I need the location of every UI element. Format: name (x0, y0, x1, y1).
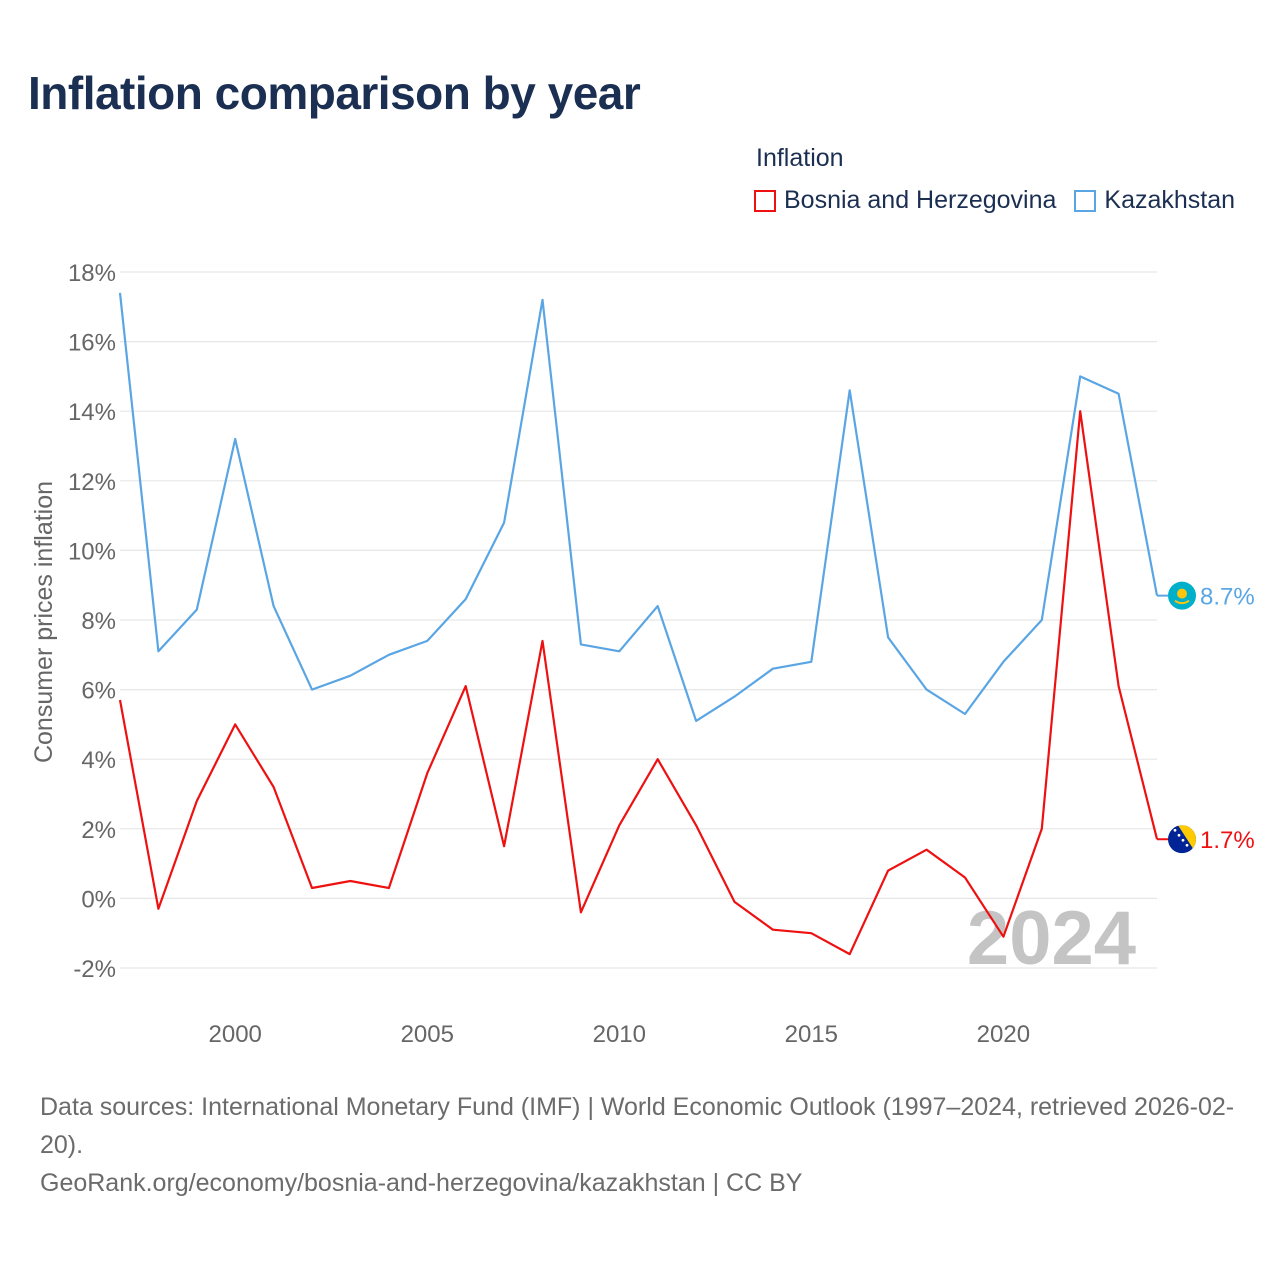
y-tick-label: 10% (68, 538, 116, 565)
y-tick-label: 2% (81, 817, 116, 844)
series-line-kazakhstan[interactable] (118, 292, 1159, 723)
flag-icon-kazakhstan (1168, 581, 1196, 610)
legend-title: Inflation (756, 144, 844, 172)
y-tick-label: 4% (81, 747, 116, 774)
y-tick-label: 18% (68, 260, 116, 287)
legend: Bosnia and Herzegovina Kazakhstan (754, 186, 1253, 215)
x-tick-label: 2010 (593, 1021, 646, 1048)
y-tick-label: 12% (68, 469, 116, 496)
end-label-kazakhstan: 8.7% (1200, 584, 1255, 611)
end-label-bosnia: 1.7% (1200, 827, 1255, 854)
y-tick-label: 14% (68, 399, 116, 426)
legend-label-bosnia: Bosnia and Herzegovina (784, 186, 1057, 214)
y-axis: -2% 0% 2% 4% 6% 8% 10% 12% 14% 16% 18% (68, 260, 116, 983)
x-axis: 2000 2005 2010 2015 2020 (209, 1021, 1031, 1048)
y-tick-label: 0% (81, 886, 116, 913)
legend-item-kazakhstan[interactable]: Kazakhstan (1074, 186, 1235, 215)
chart-title: Inflation comparison by year (28, 67, 641, 119)
credit-link[interactable]: GeoRank.org/economy/bosnia-and-herzegovi… (40, 1169, 803, 1197)
legend-label-kazakhstan: Kazakhstan (1104, 186, 1236, 214)
gridlines (120, 271, 1157, 969)
y-tick-label: 16% (68, 330, 116, 357)
series-line-bosnia[interactable] (118, 410, 1159, 956)
line-chart: -2% 0% 2% 4% 6% 8% 10% 12% 14% 16% 18% 2000 2005 201… (30, 260, 1255, 1048)
x-tick-label: 2015 (785, 1021, 838, 1048)
y-tick-label: -2% (73, 956, 116, 983)
year-watermark: 2024 (967, 896, 1136, 981)
footer: Data sources: International Monetary Fun… (40, 1088, 1250, 1202)
y-tick-label: 6% (81, 678, 116, 705)
legend-swatch-bosnia (754, 189, 776, 212)
flag-icon-bosnia (1168, 825, 1196, 854)
x-tick-label: 2020 (977, 1021, 1030, 1048)
x-tick-label: 2005 (401, 1021, 454, 1048)
x-tick-label: 2000 (209, 1021, 262, 1048)
data-source-note: Data sources: International Monetary Fun… (40, 1093, 1235, 1159)
y-tick-label: 8% (81, 608, 116, 635)
legend-item-bosnia[interactable]: Bosnia and Herzegovina (754, 186, 1056, 215)
y-axis-label: Consumer prices inflation (30, 481, 58, 763)
legend-swatch-kazakhstan (1074, 189, 1097, 212)
